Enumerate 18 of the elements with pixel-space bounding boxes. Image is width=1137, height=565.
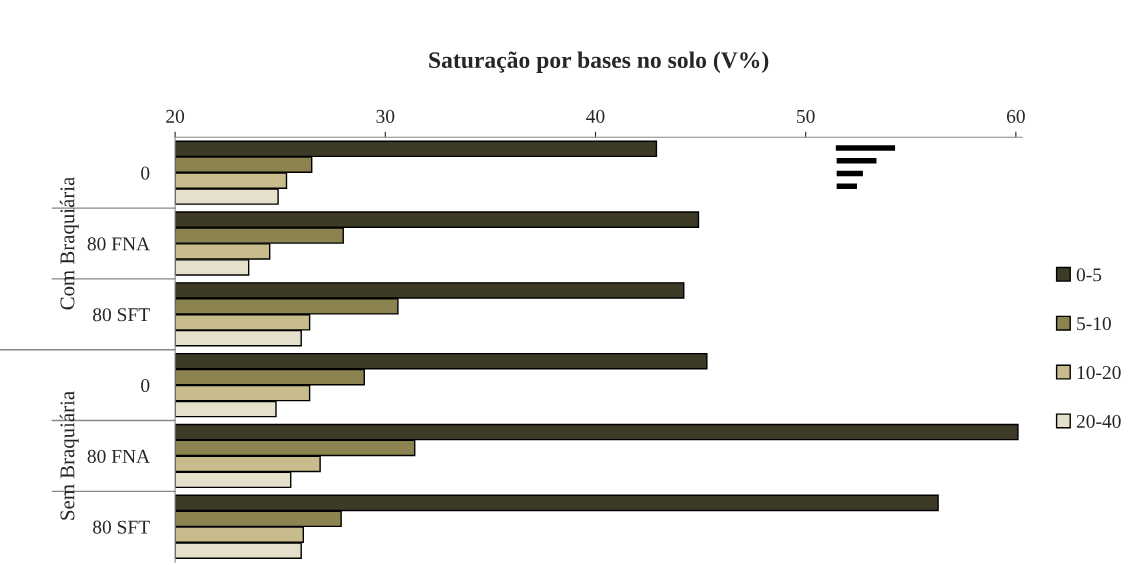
chart-title: Saturação por bases no solo (V%)	[429, 51, 769, 73]
y-tick-label: 80 SFT	[93, 308, 150, 322]
x-tick-label: 30	[376, 109, 395, 123]
legend-label: 5-10	[1077, 317, 1111, 331]
legend-label: 10-20	[1077, 365, 1121, 380]
y-tick-label: 80 FNA	[87, 237, 150, 251]
y-tick-label: 80 SFT	[93, 520, 150, 534]
text: Sem Braquiária	[59, 391, 79, 520]
legend-label: 20-40	[1076, 414, 1121, 428]
text: Com Braquiária	[59, 176, 79, 310]
x-tick-label: 20	[166, 109, 185, 123]
x-tick-label: 40	[586, 109, 605, 123]
legend-label: 0-5	[1076, 268, 1102, 282]
y-tick-label: 0	[141, 378, 150, 393]
y-tick-label: 0	[141, 166, 150, 180]
x-tick-label: 60	[1006, 109, 1025, 123]
x-tick-label: 50	[797, 109, 815, 123]
y-tick-label: 80 FNA	[87, 449, 150, 463]
